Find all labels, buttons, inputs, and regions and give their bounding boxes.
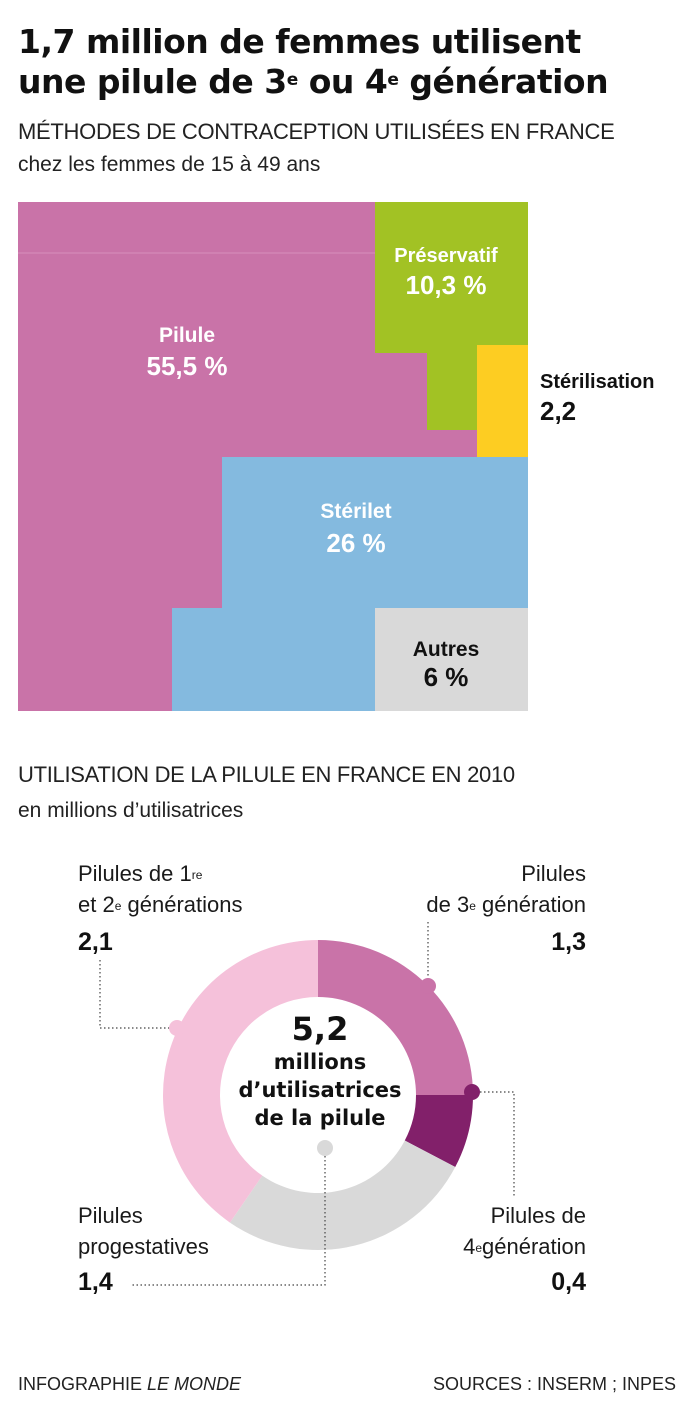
block-pilule bbox=[18, 202, 477, 711]
treemap-subheading: chez les femmes de 15 à 49 ans bbox=[18, 153, 321, 176]
donut-heading: UTILISATION DE LA PILULE EN FRANCE EN 20… bbox=[18, 762, 515, 787]
label-gen12-l2a: et 2 bbox=[78, 892, 115, 917]
label-pilule-value: 55,5 % bbox=[147, 351, 228, 381]
pill-donut-chart bbox=[99, 922, 515, 1286]
dot-gen3 bbox=[420, 978, 436, 994]
donut-total-value: 5,2 bbox=[291, 1010, 349, 1048]
page-title: 1,7 million de femmes utilisent une pilu… bbox=[18, 22, 678, 102]
label-gen4: Pilules de 4egénération bbox=[463, 1200, 586, 1262]
label-sterilet-value: 26 % bbox=[326, 528, 385, 558]
dot-progestatives bbox=[317, 1140, 333, 1156]
donut-slices bbox=[163, 940, 473, 1250]
block-sterilet bbox=[172, 457, 528, 711]
title-sup-1: e bbox=[286, 70, 299, 90]
title-line-2c: génération bbox=[398, 62, 609, 101]
donut-total-text-1: millions bbox=[273, 1050, 367, 1074]
block-autres bbox=[375, 608, 528, 711]
label-gen4-l1: Pilules de bbox=[490, 1203, 586, 1228]
label-gen12-sup2: e bbox=[114, 899, 122, 913]
label-gen3-l2b: génération bbox=[475, 892, 586, 917]
label-prog-l2: progestatives bbox=[78, 1234, 209, 1259]
dot-gen12 bbox=[169, 1020, 185, 1036]
label-gen12-l2b: générations bbox=[121, 892, 243, 917]
sources: SOURCES : INSERM ; INPES bbox=[432, 1374, 676, 1394]
label-sterilisation-value: 2,2 bbox=[540, 396, 576, 426]
title-line-2a: une pilule de 3 bbox=[18, 62, 287, 101]
donut-slice-progestatives bbox=[229, 1140, 456, 1250]
label-preservatif-name: Préservatif bbox=[394, 245, 498, 267]
label-gen12-sup1: re bbox=[191, 868, 203, 882]
leader-progestatives bbox=[130, 1156, 326, 1286]
credit: INFOGRAPHIE LE MONDE bbox=[18, 1374, 241, 1395]
label-sterilet-name: Stérilet bbox=[320, 500, 391, 523]
label-gen4-l2a: 4 bbox=[463, 1234, 476, 1259]
title-line-2b: ou 4 bbox=[297, 62, 388, 101]
label-gen12: Pilules de 1re et 2e générations bbox=[78, 858, 242, 920]
value-gen4: 0,4 bbox=[551, 1268, 586, 1296]
label-pilule-name: Pilule bbox=[159, 324, 215, 347]
label-progestatives: Pilules progestatives bbox=[78, 1200, 209, 1262]
label-gen4-l2b: génération bbox=[482, 1234, 586, 1259]
treemap-heading: MÉTHODES DE CONTRACEPTION UTILISÉES EN F… bbox=[18, 119, 615, 144]
donut-slice-gen4 bbox=[404, 1095, 473, 1168]
value-progestatives: 1,4 bbox=[78, 1268, 113, 1296]
label-prog-l1: Pilules bbox=[78, 1203, 143, 1228]
title-line-1: 1,7 million de femmes utilisent bbox=[18, 22, 581, 61]
donut-center-label: 5,2 millions d’utilisatrices de la pilul… bbox=[230, 1010, 410, 1132]
value-gen3: 1,3 bbox=[551, 928, 586, 956]
donut-subheading: en millions d’utilisatrices bbox=[18, 799, 244, 822]
block-sterilisation bbox=[477, 345, 528, 457]
leader-gen12 bbox=[99, 960, 175, 1029]
value-gen12: 2,1 bbox=[78, 928, 113, 956]
credit-outlet: LE MONDE bbox=[147, 1374, 242, 1394]
block-preservatif bbox=[375, 202, 528, 430]
donut-total-text-2: d’utilisatrices bbox=[238, 1078, 402, 1102]
label-sterilisation-name: Stérilisation bbox=[540, 371, 654, 393]
title-sup-2: e bbox=[387, 70, 399, 90]
donut-slice-gen3 bbox=[318, 940, 473, 1095]
leader-lines bbox=[99, 922, 515, 1286]
label-gen3-sup: e bbox=[469, 899, 476, 913]
label-gen4-sup: e bbox=[475, 1241, 483, 1255]
dot-gen4 bbox=[464, 1084, 480, 1100]
donut-total-text-3: de la pilule bbox=[254, 1106, 386, 1130]
label-gen12-l1: Pilules de 1 bbox=[78, 861, 192, 886]
leader-gen4 bbox=[472, 1091, 515, 1196]
label-gen3: Pilules de 3e génération bbox=[426, 858, 586, 920]
contraception-treemap: Pilule 55,5 % Préservatif 10,3 % Stérili… bbox=[18, 202, 654, 711]
label-autres-value: 6 % bbox=[424, 662, 469, 692]
donut-slice-gen12 bbox=[163, 940, 318, 1223]
label-gen3-l1: Pilules bbox=[521, 861, 586, 886]
label-autres-name: Autres bbox=[413, 638, 480, 661]
label-preservatif-value: 10,3 % bbox=[406, 270, 487, 300]
label-gen3-l2a: de 3 bbox=[426, 892, 470, 917]
credit-prefix: INFOGRAPHIE bbox=[18, 1374, 148, 1394]
